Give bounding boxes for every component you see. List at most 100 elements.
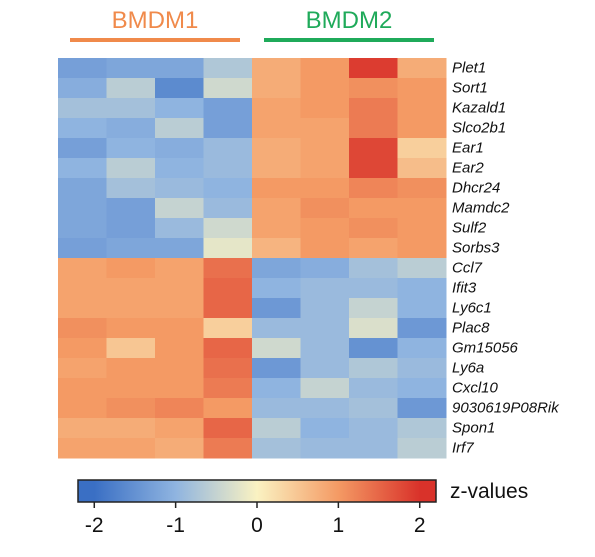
heatmap-cell — [203, 78, 253, 99]
heatmap-cell — [349, 318, 398, 339]
heatmap-cell — [203, 438, 253, 459]
heatmap-cell — [58, 378, 107, 399]
group-label-0: BMDM1 — [112, 7, 199, 34]
heatmap-cell — [58, 238, 107, 259]
heatmap-cell — [300, 278, 350, 299]
heatmap-cell — [397, 98, 447, 119]
heatmap-cell — [349, 138, 398, 159]
heatmap-cell — [203, 318, 253, 339]
heatmap-cell — [106, 78, 156, 99]
heatmap-cell — [155, 118, 204, 139]
heatmap-cell — [106, 218, 156, 239]
heatmap-cell — [252, 438, 301, 459]
heatmap-cell — [58, 58, 107, 79]
heatmap-cell — [58, 258, 107, 279]
heatmap-cell — [349, 358, 398, 379]
heatmap-cell — [397, 198, 447, 219]
heatmap-cell — [155, 378, 204, 399]
heatmap-cell — [203, 218, 253, 239]
heatmap-cell — [349, 178, 398, 199]
heatmap-cell — [155, 318, 204, 339]
heatmap-cell — [349, 338, 398, 359]
heatmap-cell — [349, 78, 398, 99]
heatmap-cell — [300, 298, 350, 319]
heatmap-cell — [58, 98, 107, 119]
heatmap-cell — [252, 138, 301, 159]
heatmap-cell — [106, 418, 156, 439]
heatmap-cell — [106, 198, 156, 219]
heatmap-cell — [252, 378, 301, 399]
heatmap-cell — [58, 78, 107, 99]
heatmap-cell — [300, 358, 350, 379]
heatmap-cell — [58, 358, 107, 379]
heatmap-cell — [252, 338, 301, 359]
heatmap-cell — [349, 378, 398, 399]
heatmap-cell — [106, 178, 156, 199]
gene-label: Ear1 — [452, 139, 484, 156]
heatmap-cell — [155, 158, 204, 179]
group-header: BMDM1 BMDM2 — [70, 7, 434, 42]
heatmap-cell — [252, 238, 301, 259]
heatmap-cell — [252, 78, 301, 99]
heatmap-cell — [252, 218, 301, 239]
heatmap-cell — [397, 298, 447, 319]
heatmap-cell — [58, 178, 107, 199]
heatmap-cell — [203, 338, 253, 359]
gene-label: Cxcl10 — [452, 379, 499, 396]
heatmap-cell — [252, 318, 301, 339]
heatmap-cell — [106, 98, 156, 119]
heatmap-cell — [203, 58, 253, 79]
heatmap-cell — [349, 278, 398, 299]
heatmap-cell — [155, 298, 204, 319]
heatmap-cell — [300, 418, 350, 439]
legend-tick-label: 0 — [251, 514, 263, 537]
heatmap-cell — [106, 278, 156, 299]
heatmap-cell — [58, 298, 107, 319]
heatmap-cell — [252, 58, 301, 79]
gene-label: 9030619P08Rik — [452, 399, 560, 416]
heatmap-cell — [155, 358, 204, 379]
heatmap-cell — [58, 278, 107, 299]
gene-label: Gm15056 — [452, 339, 519, 356]
heatmap-cell — [397, 398, 447, 419]
heatmap-cell — [106, 318, 156, 339]
heatmap-cell — [300, 258, 350, 279]
heatmap-cells — [58, 58, 447, 459]
heatmap-cell — [203, 178, 253, 199]
heatmap-cell — [397, 58, 447, 79]
gene-label: Irf7 — [452, 439, 474, 456]
heatmap-cell — [252, 118, 301, 139]
heatmap-cell — [58, 418, 107, 439]
heatmap-cell — [155, 438, 204, 459]
legend-tick-label: 1 — [333, 514, 345, 537]
heatmap-cell — [252, 178, 301, 199]
heatmap-cell — [106, 438, 156, 459]
heatmap-cell — [349, 58, 398, 79]
heatmap-cell — [300, 98, 350, 119]
heatmap-cell — [203, 298, 253, 319]
heatmap-cell — [349, 398, 398, 419]
heatmap-cell — [203, 198, 253, 219]
gene-label: Sulf2 — [452, 219, 487, 236]
gene-label: Mamdc2 — [452, 199, 510, 216]
heatmap-cell — [106, 138, 156, 159]
heatmap-cell — [58, 158, 107, 179]
heatmap-cell — [349, 118, 398, 139]
heatmap-cell — [252, 398, 301, 419]
heatmap-cell — [252, 258, 301, 279]
heatmap-cell — [397, 418, 447, 439]
heatmap-cell — [203, 258, 253, 279]
heatmap-cell — [58, 438, 107, 459]
heatmap-cell — [397, 318, 447, 339]
gene-label: Plac8 — [452, 319, 490, 336]
heatmap-cell — [397, 78, 447, 99]
heatmap-cell — [397, 238, 447, 259]
heatmap-cell — [203, 158, 253, 179]
group-label-1: BMDM2 — [306, 7, 393, 34]
gene-label: Ccl7 — [452, 259, 483, 276]
heatmap-cell — [349, 258, 398, 279]
heatmap-cell — [397, 438, 447, 459]
heatmap-cell — [397, 258, 447, 279]
heatmap-cell — [397, 338, 447, 359]
